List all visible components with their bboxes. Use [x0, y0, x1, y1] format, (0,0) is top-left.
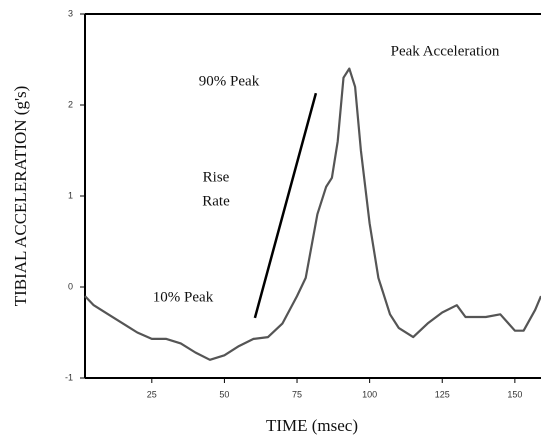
y-tick-label: -1: [65, 372, 73, 382]
x-tick-label: 25: [147, 389, 157, 399]
x-tick-label: 75: [292, 389, 302, 399]
x-axis-title: TIME (msec): [266, 416, 358, 435]
annotation: Rise: [203, 169, 230, 185]
x-tick-label: 150: [507, 389, 522, 399]
y-tick-label: 3: [68, 8, 73, 18]
y-tick-label: 1: [68, 190, 73, 200]
x-tick-label: 100: [362, 389, 377, 399]
annotation: Rate: [202, 193, 230, 209]
annotation: 10% Peak: [153, 289, 214, 305]
y-tick-label: 2: [68, 99, 73, 109]
x-tick-label: 50: [219, 389, 229, 399]
annotation: Peak Acceleration: [391, 43, 500, 59]
x-tick-label: 125: [435, 389, 450, 399]
y-tick-label: 0: [68, 281, 73, 291]
y-axis-title: TIBIAL ACCELERATION (g's): [11, 86, 30, 307]
annotation: 90% Peak: [199, 73, 260, 89]
data-line: [84, 67, 541, 361]
rise-rate-line: [253, 92, 318, 319]
